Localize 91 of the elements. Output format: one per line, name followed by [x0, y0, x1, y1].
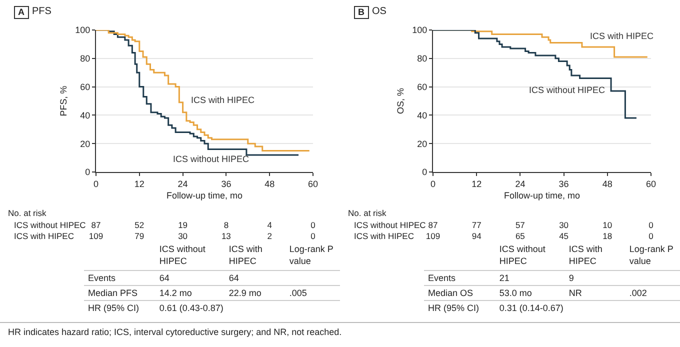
text: 45	[559, 231, 569, 242]
text: 14.2 mo	[159, 288, 192, 298]
text: 53.0 mo	[499, 288, 532, 298]
text: HR (95% CI)	[428, 303, 480, 313]
text: ICS with HIPEC	[228, 244, 262, 266]
y-axis-title: OS, %	[396, 88, 406, 114]
text: Events	[88, 273, 116, 283]
text: 18	[602, 231, 612, 242]
text: Log-rank P value	[289, 244, 334, 266]
x-tick-label: 12	[472, 178, 482, 189]
text: NR	[568, 288, 582, 298]
text: 19	[178, 220, 188, 231]
text: ICS without HIPEC	[14, 220, 86, 231]
y-tick-label: 60	[80, 82, 90, 92]
text: 21	[499, 273, 510, 283]
text: 65	[515, 231, 525, 242]
text: 2	[267, 231, 272, 242]
series-label: ICS with HIPEC	[590, 31, 654, 41]
text: 87	[428, 220, 438, 231]
y-tick-label: 80	[417, 54, 428, 64]
text: Log-rank P value	[629, 244, 674, 266]
text: A	[14, 6, 28, 19]
text: ICS without HIPEC	[499, 244, 546, 266]
text: Events	[428, 273, 456, 283]
text: 30	[178, 231, 188, 242]
y-tick-label: 100	[412, 25, 428, 36]
y-tick-label: 40	[80, 110, 90, 120]
y-tick-label: 20	[417, 138, 428, 149]
x-axis-title: Follow-up time, mo	[166, 190, 243, 201]
text: 22.9 mo	[228, 288, 262, 298]
x-tick-label: 60	[308, 178, 318, 189]
text: .005	[289, 288, 307, 298]
text: ICS without HIPEC	[159, 244, 206, 266]
x-tick-label: 0	[93, 178, 99, 189]
text: 0.61 (0.43-0.87)	[159, 303, 224, 313]
text: 0	[310, 231, 316, 242]
text: 64	[159, 273, 170, 283]
y-axis-title: PFS, %	[58, 86, 69, 116]
x-tick-label: 48	[602, 178, 612, 189]
x-tick-label: 48	[264, 178, 275, 189]
text: 52	[134, 220, 144, 231]
text: ICS with HIPEC	[568, 244, 602, 266]
text: 0	[648, 220, 654, 231]
text: HR (95% CI)	[88, 303, 140, 313]
y-tick-label: 0	[422, 167, 428, 178]
y-tick-label: 0	[85, 167, 90, 178]
x-tick-label: 36	[221, 178, 232, 189]
text: B	[354, 6, 368, 19]
chart-title: OS	[372, 6, 386, 18]
y-tick-label: 20	[80, 138, 90, 149]
x-tick-label: 0	[430, 178, 436, 189]
text: 57	[515, 220, 525, 231]
text: 30	[559, 220, 569, 231]
text: ICS without HIPEC	[354, 220, 426, 231]
y-tick-label: 40	[417, 110, 428, 120]
text: 0	[648, 231, 654, 242]
text: 94	[472, 231, 482, 242]
x-tick-label: 24	[178, 178, 188, 189]
text: 87	[91, 220, 101, 231]
x-tick-label: 12	[134, 178, 144, 189]
y-tick-label: 80	[80, 54, 90, 64]
text: 4	[267, 220, 272, 231]
x-axis-title: Follow-up time, mo	[504, 190, 580, 201]
x-tick-label: 24	[515, 178, 526, 189]
text: 109	[426, 231, 440, 242]
text: 9	[568, 273, 574, 283]
text: Median OS	[428, 288, 474, 298]
text: No. at risk	[348, 208, 386, 219]
text: HR indicates hazard ratio; ICS, interval cytoreductive surgery; and NR, not reached.	[0, 322, 680, 341]
text: 77	[472, 220, 482, 231]
text: 109	[88, 231, 104, 242]
text: 13	[221, 231, 231, 242]
text: 0	[310, 220, 316, 231]
y-tick-label: 100	[75, 25, 90, 36]
text: 64	[228, 273, 239, 283]
text: .002	[629, 288, 647, 298]
series-label: ICS without HIPEC	[529, 85, 606, 95]
y-tick-label: 60	[417, 82, 428, 92]
text: Median PFS	[88, 288, 138, 298]
x-tick-label: 36	[558, 178, 569, 189]
text: 8	[224, 220, 229, 231]
text: ICS with HIPEC	[14, 231, 74, 242]
text: No. at risk	[8, 208, 46, 219]
series-label: ICS without HIPEC	[173, 154, 250, 164]
x-tick-label: 60	[646, 178, 656, 189]
text: 10	[602, 220, 612, 231]
chart-title: PFS	[32, 6, 52, 18]
text: ICS with HIPEC	[354, 231, 414, 242]
text: 0.31 (0.14-0.67)	[499, 303, 564, 313]
text: 79	[134, 231, 144, 242]
series-label: ICS with HIPEC	[191, 95, 256, 105]
